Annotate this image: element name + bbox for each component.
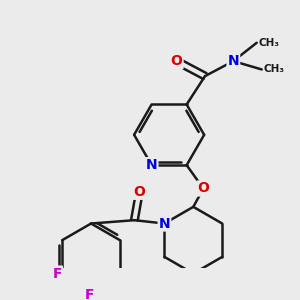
Text: F: F <box>52 267 62 280</box>
Text: CH₃: CH₃ <box>263 64 284 74</box>
Text: O: O <box>134 185 146 199</box>
Text: N: N <box>146 158 158 172</box>
Text: O: O <box>171 54 183 68</box>
Text: N: N <box>227 54 239 68</box>
Text: N: N <box>159 217 170 230</box>
Text: F: F <box>85 288 94 300</box>
Text: CH₃: CH₃ <box>258 38 279 48</box>
Text: O: O <box>197 182 209 196</box>
